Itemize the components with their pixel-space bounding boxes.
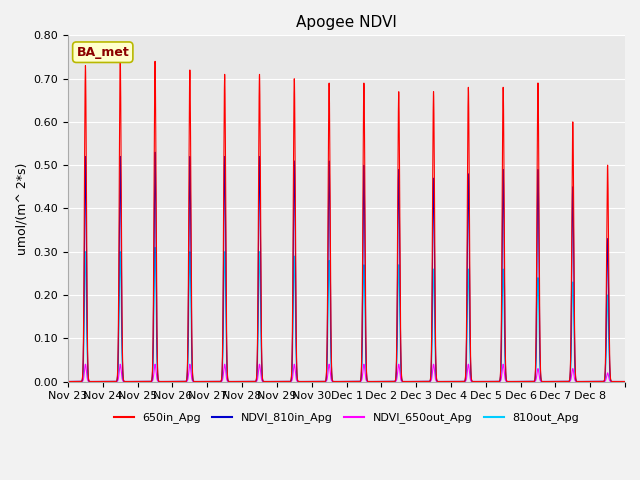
NDVI_810in_Apg — [507, 379, 515, 384]
Line: 650in_Apg: 650in_Apg — [68, 61, 625, 382]
Y-axis label: umol/(m^ 2*s): umol/(m^ 2*s) — [15, 162, 28, 254]
650in_Apg — [621, 379, 629, 384]
NDVI_810in_Apg — [266, 379, 273, 384]
Line: NDVI_810in_Apg: NDVI_810in_Apg — [68, 152, 625, 382]
Line: 810out_Apg: 810out_Apg — [68, 247, 625, 382]
Text: BA_met: BA_met — [76, 46, 129, 59]
NDVI_650out_Apg — [92, 379, 100, 384]
NDVI_650out_Apg — [507, 379, 515, 384]
NDVI_810in_Apg — [151, 149, 159, 155]
NDVI_810in_Apg — [394, 259, 401, 264]
Title: Apogee NDVI: Apogee NDVI — [296, 15, 397, 30]
NDVI_650out_Apg — [621, 379, 629, 384]
650in_Apg — [266, 379, 273, 384]
NDVI_810in_Apg — [418, 379, 426, 384]
NDVI_650out_Apg — [418, 379, 426, 384]
NDVI_650out_Apg — [266, 379, 273, 384]
810out_Apg — [92, 379, 100, 384]
Line: NDVI_650out_Apg: NDVI_650out_Apg — [68, 364, 625, 382]
810out_Apg — [151, 244, 159, 250]
810out_Apg — [266, 379, 273, 384]
650in_Apg — [477, 379, 485, 384]
810out_Apg — [621, 379, 629, 384]
650in_Apg — [394, 215, 401, 220]
NDVI_810in_Apg — [477, 379, 485, 384]
650in_Apg — [418, 379, 426, 384]
650in_Apg — [116, 59, 124, 64]
650in_Apg — [64, 379, 72, 384]
NDVI_810in_Apg — [92, 379, 100, 384]
810out_Apg — [418, 379, 426, 384]
810out_Apg — [507, 379, 515, 384]
NDVI_650out_Apg — [394, 369, 401, 374]
810out_Apg — [64, 379, 72, 384]
650in_Apg — [92, 379, 100, 384]
NDVI_810in_Apg — [64, 379, 72, 384]
NDVI_650out_Apg — [64, 379, 72, 384]
810out_Apg — [477, 379, 485, 384]
NDVI_650out_Apg — [81, 361, 89, 367]
650in_Apg — [507, 379, 515, 384]
NDVI_810in_Apg — [621, 379, 629, 384]
810out_Apg — [394, 312, 401, 318]
NDVI_650out_Apg — [477, 379, 485, 384]
Legend: 650in_Apg, NDVI_810in_Apg, NDVI_650out_Apg, 810out_Apg: 650in_Apg, NDVI_810in_Apg, NDVI_650out_A… — [109, 408, 584, 428]
